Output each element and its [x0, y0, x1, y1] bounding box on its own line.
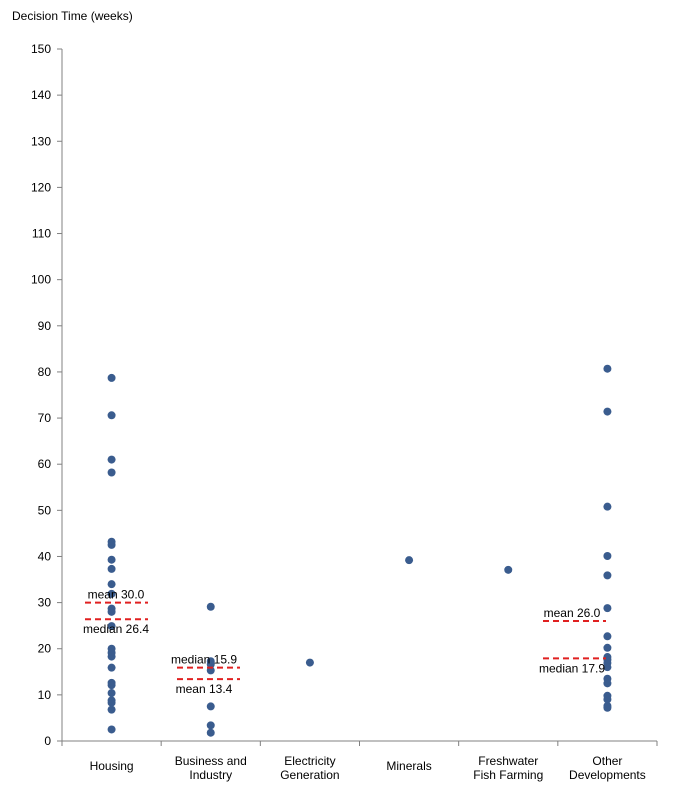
x-tick-label: Electricity: [284, 754, 335, 768]
x-tick-label: Fish Farming: [473, 768, 543, 782]
data-point: [206, 660, 215, 669]
y-tick-label: 40: [38, 549, 52, 563]
data-point: [603, 364, 612, 373]
data-point: [206, 602, 215, 611]
x-tick-label: Business and: [175, 754, 247, 768]
data-point: [603, 632, 612, 641]
data-point: [107, 455, 116, 464]
y-tick-label: 50: [38, 503, 52, 517]
y-tick-label: 140: [31, 88, 51, 102]
data-point: [107, 705, 116, 714]
data-point: [107, 725, 116, 734]
data-point: [603, 604, 612, 613]
median-label: median 17.9: [539, 661, 605, 675]
data-point: [107, 411, 116, 420]
data-point: [305, 658, 314, 667]
mean-label: mean 26.0: [544, 606, 601, 620]
data-point: [603, 663, 612, 672]
data-points: [107, 364, 612, 737]
data-point: [107, 652, 116, 661]
median-label: median 15.9: [171, 653, 237, 667]
x-tick-label: Other: [592, 754, 622, 768]
data-point: [405, 556, 414, 565]
data-point: [107, 698, 116, 707]
x-tick-label: Industry: [189, 768, 232, 782]
data-point: [107, 564, 116, 573]
data-point: [107, 580, 116, 589]
y-tick-label: 0: [44, 734, 51, 748]
y-tick-label: 60: [38, 457, 52, 471]
y-tick-label: 150: [31, 42, 51, 56]
data-point: [603, 703, 612, 712]
data-point: [107, 681, 116, 690]
data-point: [603, 502, 612, 511]
y-tick-label: 100: [31, 273, 51, 287]
data-point: [603, 552, 612, 561]
y-axis-title: Decision Time (weeks): [12, 9, 133, 23]
y-tick-label: 30: [38, 596, 52, 610]
x-tick-label: Freshwater: [478, 754, 538, 768]
data-point: [603, 679, 612, 688]
data-point: [107, 689, 116, 698]
y-tick-label: 70: [38, 411, 52, 425]
mean-label: mean 30.0: [88, 588, 145, 602]
y-tick-label: 120: [31, 180, 51, 194]
data-point: [603, 407, 612, 416]
data-point: [206, 728, 215, 737]
data-point: [107, 622, 116, 631]
data-point: [603, 695, 612, 704]
y-tick-label: 80: [38, 365, 52, 379]
y-tick-label: 20: [38, 642, 52, 656]
stat-annotations: mean 30.0 median 26.4 median 15.9 mean 13.4…: [83, 588, 606, 696]
x-tick-label: Generation: [280, 768, 339, 782]
y-tick-labels: 0 10 20 30 40 50 60 70 80 90 100 110 120 130 140 150: [31, 42, 51, 748]
x-tick-label: Minerals: [386, 759, 431, 773]
data-point: [603, 643, 612, 652]
data-point: [107, 663, 116, 672]
data-point: [107, 373, 116, 382]
data-point: [107, 540, 116, 549]
data-point: [107, 607, 116, 616]
data-point: [107, 555, 116, 564]
x-tick-label: Developments: [569, 768, 646, 782]
y-tick-label: 90: [38, 319, 52, 333]
y-tick-label: 130: [31, 134, 51, 148]
data-point: [603, 571, 612, 580]
y-tick-label: 10: [38, 688, 52, 702]
data-point: [206, 702, 215, 711]
data-point: [504, 565, 513, 574]
x-tick-label: Housing: [90, 759, 134, 773]
data-point: [107, 589, 116, 598]
data-point: [206, 721, 215, 730]
data-point: [107, 468, 116, 477]
median-label: median 26.4: [83, 622, 149, 636]
y-tick-label: 110: [32, 227, 51, 241]
mean-label: mean 13.4: [176, 682, 233, 696]
axes: [57, 48, 658, 746]
